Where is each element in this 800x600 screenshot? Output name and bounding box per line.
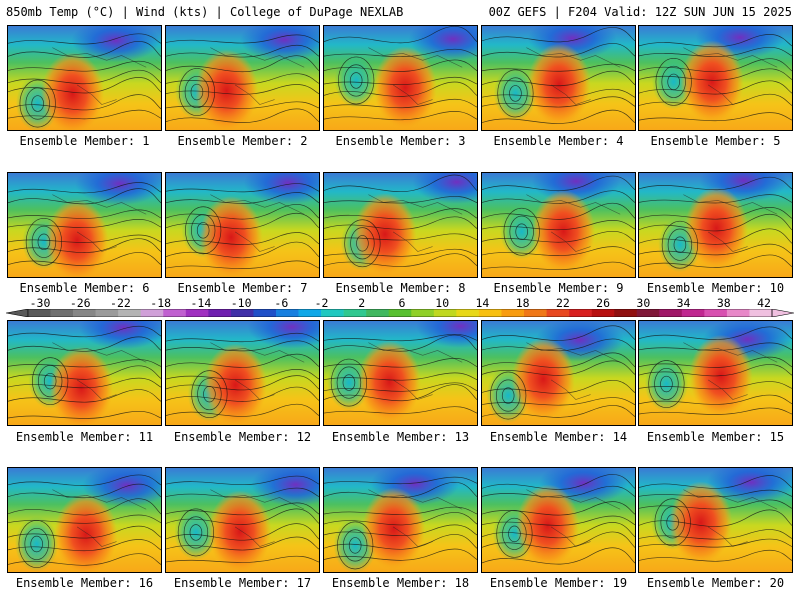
- ensemble-member-label: Ensemble Member: 15: [646, 430, 785, 444]
- ensemble-member-map: [165, 320, 320, 426]
- colorbar-tick-label: 42: [757, 296, 771, 310]
- ensemble-member-label: Ensemble Member: 2: [177, 134, 308, 148]
- ensemble-member-map: [7, 172, 162, 278]
- colorbar-tick-label: 30: [636, 296, 651, 310]
- ensemble-member-map: [323, 320, 478, 426]
- ensemble-member-label: Ensemble Member: 6: [19, 281, 150, 295]
- ensemble-member-map: [481, 320, 636, 426]
- ensemble-member-map: [165, 172, 320, 278]
- ensemble-member-label: Ensemble Member: 11: [15, 430, 154, 444]
- colorbar-tick-label: 2: [358, 296, 366, 310]
- ensemble-member-map: [481, 467, 636, 573]
- ensemble-member-label: Ensemble Member: 16: [15, 576, 154, 590]
- colorbar-tick-label: 22: [555, 296, 570, 310]
- colorbar-tick-label: -10: [230, 296, 252, 310]
- ensemble-member-label: Ensemble Member: 1: [19, 134, 150, 148]
- ensemble-member-label: Ensemble Member: 13: [331, 430, 470, 444]
- colorbar-tick-label: 38: [716, 296, 731, 310]
- ensemble-member-label: Ensemble Member: 10: [646, 281, 785, 295]
- colorbar-tick-label: -26: [69, 296, 91, 310]
- ensemble-member-map: [323, 467, 478, 573]
- colorbar-tick-label: -14: [190, 296, 212, 310]
- colorbar-tick-label: -30: [29, 296, 51, 310]
- ensemble-member-label: Ensemble Member: 20: [646, 576, 785, 590]
- ensemble-member-map: [323, 25, 478, 131]
- header-valid-time: 00Z GEFS | F204 Valid: 12Z SUN JUN 15 20…: [488, 5, 792, 19]
- colorbar-tick-label: -6: [274, 296, 289, 310]
- ensemble-member-map: [638, 467, 793, 573]
- ensemble-member-label: Ensemble Member: 18: [331, 576, 470, 590]
- ensemble-member-map: [165, 25, 320, 131]
- ensemble-member-map: [165, 467, 320, 573]
- colorbar-tick-label: 34: [676, 296, 691, 310]
- ensemble-member-map: [7, 467, 162, 573]
- ensemble-member-map: [638, 25, 793, 131]
- ensemble-member-map: [638, 320, 793, 426]
- ensemble-member-label: Ensemble Member: 19: [489, 576, 628, 590]
- colorbar-tick-label: -2: [314, 296, 329, 310]
- ensemble-member-label: Ensemble Member: 3: [335, 134, 466, 148]
- ensemble-member-map: [323, 172, 478, 278]
- ensemble-member-label: Ensemble Member: 9: [493, 281, 624, 295]
- temperature-colorbar: [6, 309, 794, 317]
- ensemble-member-map: [638, 172, 793, 278]
- ensemble-member-map: [7, 320, 162, 426]
- ensemble-member-label: Ensemble Member: 17: [173, 576, 312, 590]
- ensemble-member-label: Ensemble Member: 12: [173, 430, 312, 444]
- header-title: 850mb Temp (°C) | Wind (kts) | College o…: [6, 5, 404, 19]
- ensemble-member-map: [7, 25, 162, 131]
- colorbar-tick-label: 14: [475, 296, 490, 310]
- ensemble-member-map: [481, 25, 636, 131]
- colorbar-tick-label: -22: [110, 296, 131, 310]
- ensemble-member-label: Ensemble Member: 14: [489, 430, 628, 444]
- colorbar-tick-label: 6: [398, 296, 406, 310]
- colorbar-tick-label: -18: [150, 296, 172, 310]
- ensemble-member-label: Ensemble Member: 4: [493, 134, 624, 148]
- ensemble-member-label: Ensemble Member: 7: [177, 281, 308, 295]
- colorbar-tick-label: 18: [515, 296, 530, 310]
- colorbar-tick-label: 10: [435, 296, 450, 310]
- ensemble-member-label: Ensemble Member: 8: [335, 281, 466, 295]
- ensemble-member-label: Ensemble Member: 5: [650, 134, 781, 148]
- ensemble-member-map: [481, 172, 636, 278]
- colorbar-tick-label: 26: [596, 296, 611, 310]
